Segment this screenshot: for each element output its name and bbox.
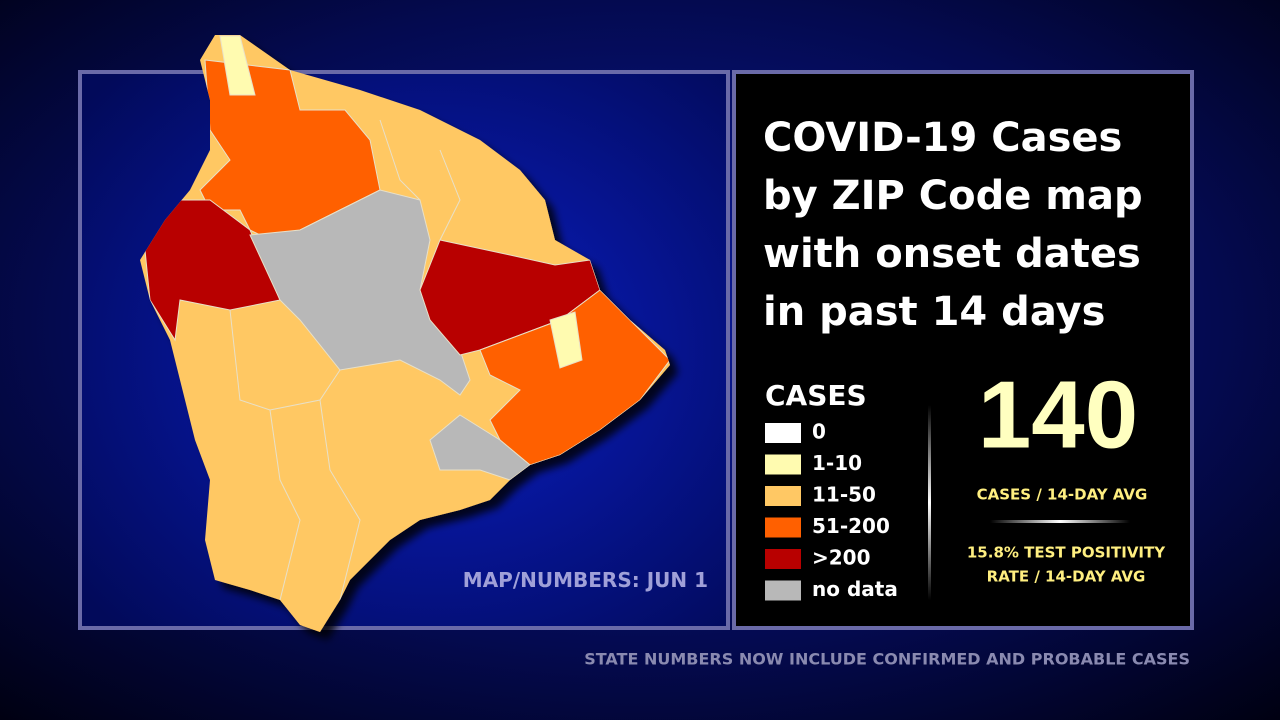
- positivity-line: RATE / 14-DAY AVG: [987, 568, 1146, 586]
- title-line: with onset dates: [763, 231, 1141, 277]
- legend-swatch: [765, 549, 801, 569]
- region: [249, 189, 471, 396]
- boundary: [269, 409, 301, 601]
- legend-swatch: [765, 517, 801, 538]
- positivity: 15.8% TEST POSITIVITY RATE / 14-DAY AVG: [967, 544, 1166, 586]
- separator: [990, 520, 1130, 523]
- title-line: by ZIP Code map: [763, 173, 1143, 219]
- separator: [928, 405, 931, 600]
- info-panel: [732, 70, 1194, 630]
- region: [549, 311, 583, 369]
- legend: 0 1-10 11-50 51-200 >200 no data: [765, 420, 898, 601]
- legend-swatch: [765, 454, 801, 475]
- legend-swatch: [765, 423, 801, 443]
- title-line: COVID-19 Cases: [763, 115, 1122, 161]
- footer: STATE NUMBERS NOW INCLUDE CONFIRMED AND …: [584, 650, 1190, 669]
- region: [479, 289, 670, 466]
- region: [219, 35, 256, 96]
- cases-label: CASES / 14-DAY AVG: [977, 486, 1148, 504]
- boundary: [379, 119, 421, 201]
- legend-swatch: [765, 486, 801, 506]
- date-note: MAP/NUMBERS: JUN 1: [463, 568, 708, 592]
- title-line: in past 14 days: [763, 289, 1105, 335]
- region: [429, 414, 531, 481]
- legend-title: CASES: [765, 379, 867, 412]
- legend-label: no data: [812, 577, 898, 601]
- legend-label: >200: [812, 546, 871, 570]
- cases-value: 140: [978, 361, 1138, 468]
- legend-label: 0: [812, 420, 826, 444]
- positivity-line: 15.8% TEST POSITIVITY: [967, 544, 1166, 562]
- boundary: [319, 399, 361, 601]
- boundary: [439, 149, 461, 241]
- legend-label: 11-50: [812, 483, 876, 507]
- legend-label: 51-200: [812, 514, 890, 538]
- title: COVID-19 Cases by ZIP Code map with onset …: [763, 115, 1143, 335]
- legend-swatch: [765, 580, 801, 601]
- legend-label: 1-10: [812, 451, 862, 475]
